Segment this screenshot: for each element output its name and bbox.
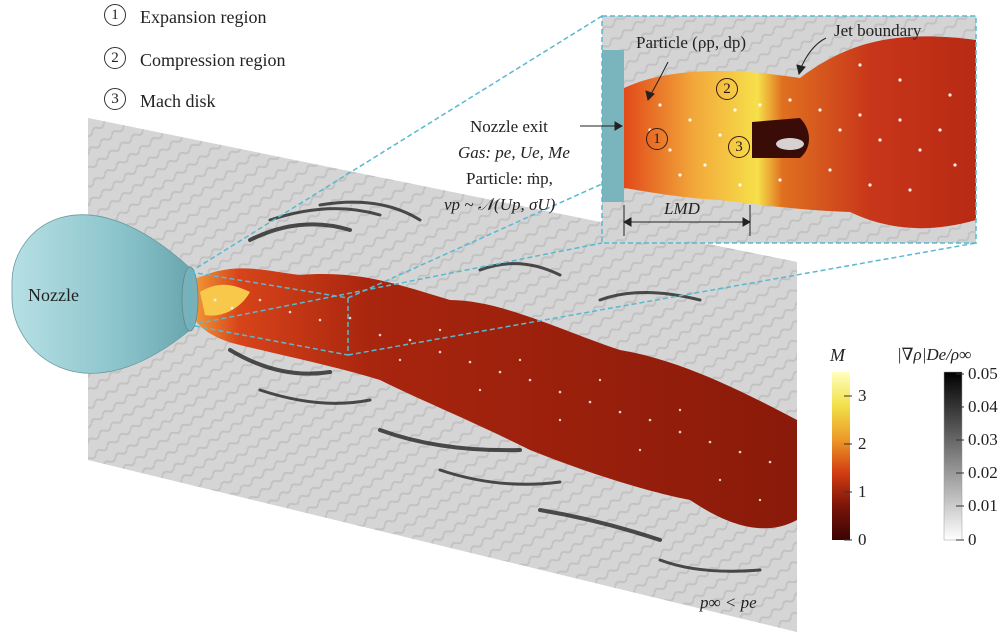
jet-plume xyxy=(190,268,797,529)
gradient-tick: 0 xyxy=(968,530,977,549)
gradient-tick: 0.02 xyxy=(968,463,998,482)
gradient-tick: 0.03 xyxy=(968,430,998,449)
jet-boundary-label: Jet boundary xyxy=(834,21,922,40)
legend-number: 1 xyxy=(104,4,126,26)
marker-mach-disk: 3 xyxy=(728,136,750,158)
gradient-tick: 0.04 xyxy=(968,397,998,416)
mach-tick: 3 xyxy=(858,386,867,405)
particle-label: Particle (ρp, dp) xyxy=(636,33,746,52)
mach-disk-distance-label: LMD xyxy=(664,199,700,218)
mach-tick: 0 xyxy=(858,530,867,549)
inset-view xyxy=(601,15,977,244)
mach-tick: 1 xyxy=(858,482,867,501)
gradient-tick: 0.01 xyxy=(968,496,998,515)
legend-label: Compression region xyxy=(140,50,286,70)
colorbar-ticks xyxy=(844,373,964,541)
marker-compression: 2 xyxy=(716,78,738,100)
gradient-colorbar-title: |∇ρ|De/ρ∞ xyxy=(897,345,972,364)
particle-velocity-label: vp ~ 𝒩(Up, σU) xyxy=(444,195,556,214)
mach-tick: 2 xyxy=(858,434,867,453)
pressure-label: p∞ < pe xyxy=(700,593,757,612)
legend-number: 2 xyxy=(104,47,126,69)
mach-colorbar xyxy=(832,372,850,540)
particle-dots xyxy=(213,298,772,502)
gradient-colorbar xyxy=(943,371,963,541)
legend-label: Expansion region xyxy=(140,7,267,27)
gradient-tick: 0.05 xyxy=(968,364,998,383)
nozzle-label: Nozzle xyxy=(28,285,79,305)
mach-colorbar-title: M xyxy=(830,345,845,365)
legend-label: Mach disk xyxy=(140,91,216,111)
marker-expansion: 1 xyxy=(646,128,668,150)
legend-number: 3 xyxy=(104,88,126,110)
shock-streaks xyxy=(228,200,762,573)
gas-conditions-label: Gas: pe, Ue, Me xyxy=(458,143,570,162)
particle-rate-label: Particle: ṁp, xyxy=(466,169,553,188)
nozzle-exit-label: Nozzle exit xyxy=(470,117,548,136)
annotation-arrows xyxy=(580,37,827,236)
